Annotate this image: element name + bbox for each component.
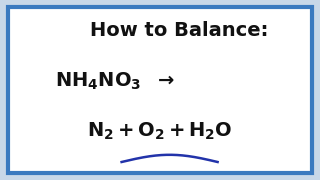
- Text: $\mathbf{N_2 + O_2 + H_2O}$: $\mathbf{N_2 + O_2 + H_2O}$: [87, 121, 233, 142]
- Text: How to Balance:: How to Balance:: [90, 21, 268, 40]
- Text: $\mathbf{NH_4NO_3}$  $\mathbf{\rightarrow}$: $\mathbf{NH_4NO_3}$ $\mathbf{\rightarrow…: [55, 70, 175, 92]
